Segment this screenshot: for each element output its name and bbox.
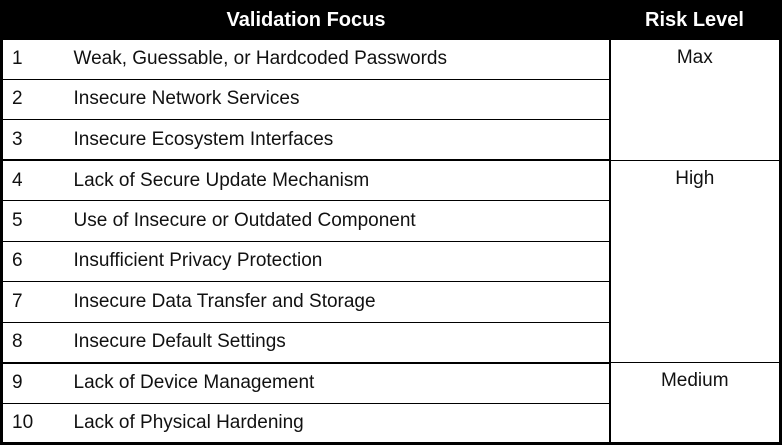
row-description: Insecure Default Settings xyxy=(69,321,611,364)
row-description: Lack of Secure Update Mechanism xyxy=(69,159,611,201)
table-row: 9 Lack of Device Management Medium xyxy=(1,362,782,444)
header-row: Validation Focus Risk Level xyxy=(0,1,782,40)
row-description: Insecure Ecosystem Interfaces xyxy=(69,119,611,161)
table-row: 3 Insecure Ecosystem Interfaces xyxy=(1,119,781,161)
row-description: Use of Insecure or Outdated Component xyxy=(69,200,611,242)
row-number: 6 xyxy=(1,240,70,282)
row-number: 2 xyxy=(1,78,70,120)
row-number: 1 xyxy=(1,38,70,80)
row-number: 4 xyxy=(1,159,70,201)
row-description: Lack of Device Management xyxy=(69,362,611,404)
row-description: Insufficient Privacy Protection xyxy=(69,240,611,282)
row-description: Lack of Physical Hardening xyxy=(69,402,611,445)
table-row: 8 Insecure Default Settings xyxy=(1,321,781,364)
row-description: Insecure Data Transfer and Storage xyxy=(69,281,611,323)
row-number: 7 xyxy=(1,281,70,323)
table-row: 7 Insecure Data Transfer and Storage xyxy=(1,281,781,323)
table-header: Validation Focus Risk Level xyxy=(0,1,782,40)
header-validation-focus: Validation Focus xyxy=(0,1,611,40)
risk-level-cell: High xyxy=(608,159,782,363)
row-number: 5 xyxy=(1,200,70,242)
row-number: 8 xyxy=(1,321,70,364)
risk-level-cell: Max xyxy=(608,38,782,161)
table-body: 1 Weak, Guessable, or Hardcoded Passwords… xyxy=(1,38,782,445)
table-row: 5 Use of Insecure or Outdated Component xyxy=(1,200,781,242)
row-number: 3 xyxy=(1,119,70,161)
table-row: 4 Lack of Secure Update Mechanism High xyxy=(1,159,782,363)
table-row: 6 Insufficient Privacy Protection xyxy=(1,240,781,282)
header-risk-level: Risk Level xyxy=(609,1,782,40)
row-description: Insecure Network Services xyxy=(69,78,611,120)
risk-level-cell: Medium xyxy=(608,362,782,444)
row-description: Weak, Guessable, or Hardcoded Passwords xyxy=(69,38,611,80)
table-row: 1 Weak, Guessable, or Hardcoded Passwords… xyxy=(1,38,782,161)
row-number: 9 xyxy=(1,362,70,404)
row-number: 10 xyxy=(1,402,70,445)
table-row: 10 Lack of Physical Hardening xyxy=(1,402,781,445)
